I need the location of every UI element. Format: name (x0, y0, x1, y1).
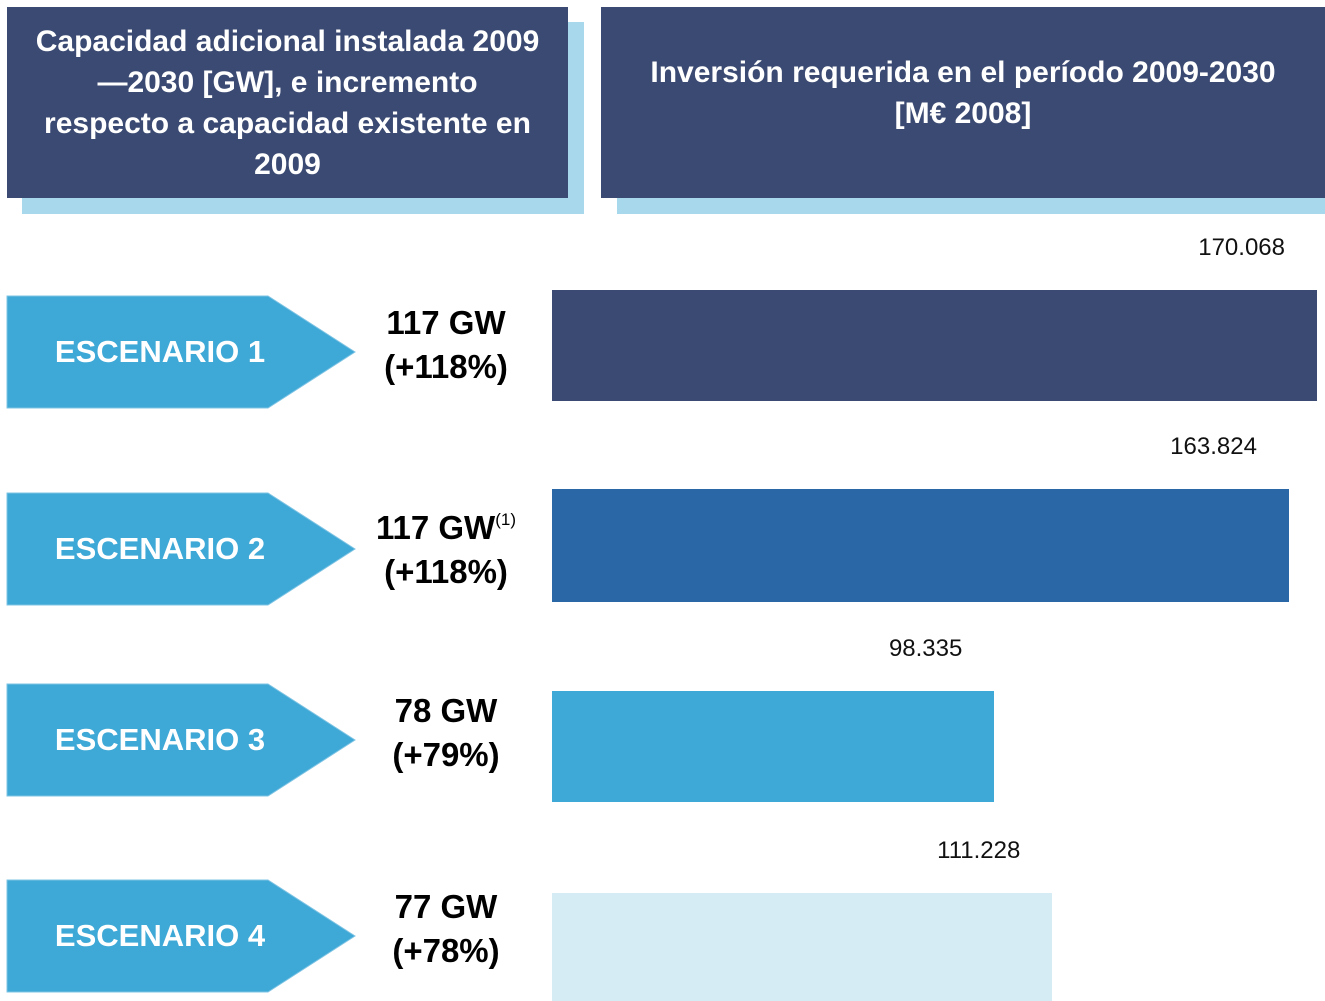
scenario-label: ESCENARIO 4 (55, 918, 266, 953)
bar (552, 893, 1053, 1001)
capacity: 77 GW (+78%) (346, 885, 546, 973)
capacity-value: 77 GW (394, 888, 498, 925)
capacity: 78 GW (+79%) (346, 689, 546, 777)
investment-header: Inversión requerida en el período 2009-2… (601, 7, 1325, 198)
bar (552, 691, 995, 802)
chart-title: Inversión requerida en el período 2009-2… (650, 55, 1276, 130)
capacity-header: Capacidad adicional instalada 2009—2030 … (7, 7, 568, 198)
capacity: 117 GW(1) (+118%) (346, 498, 546, 594)
capacity-line: 117 GW(1) (346, 498, 546, 550)
capacity-title: Capacidad adicional instalada 2009—2030 … (35, 24, 540, 181)
capacity: 117 GW (+118%) (346, 301, 546, 389)
capacity-note: (1) (495, 510, 516, 529)
capacity-change: (+118%) (384, 348, 508, 385)
scenario-arrow (6, 492, 356, 606)
value-label: 111.228 (937, 837, 1021, 864)
scenario-label: ESCENARIO 1 (55, 334, 265, 369)
capacity-value: 117 GW (375, 509, 496, 546)
capacity-line: 117 GW (346, 301, 546, 345)
capacity-change: (+118%) (384, 553, 508, 590)
capacity-value: 117 GW (386, 304, 506, 341)
value-label: 170.068 (1198, 234, 1285, 261)
bar (552, 489, 1289, 602)
capacity-value: 78 GW (394, 692, 498, 729)
scenario-arrow (6, 683, 356, 797)
scenario-label: ESCENARIO 3 (55, 722, 265, 757)
value-label: 163.824 (1170, 433, 1257, 460)
bar (552, 290, 1317, 401)
scenario-label: ESCENARIO 2 (55, 531, 265, 566)
value-label: 98.335 (888, 635, 963, 662)
capacity-line: 78 GW (346, 689, 546, 733)
capacity-line: 77 GW (346, 885, 546, 929)
capacity-change: (+78%) (392, 932, 500, 969)
scenario-arrow (6, 295, 356, 409)
scenario-arrow (6, 879, 356, 993)
capacity-change: (+79%) (392, 736, 500, 773)
